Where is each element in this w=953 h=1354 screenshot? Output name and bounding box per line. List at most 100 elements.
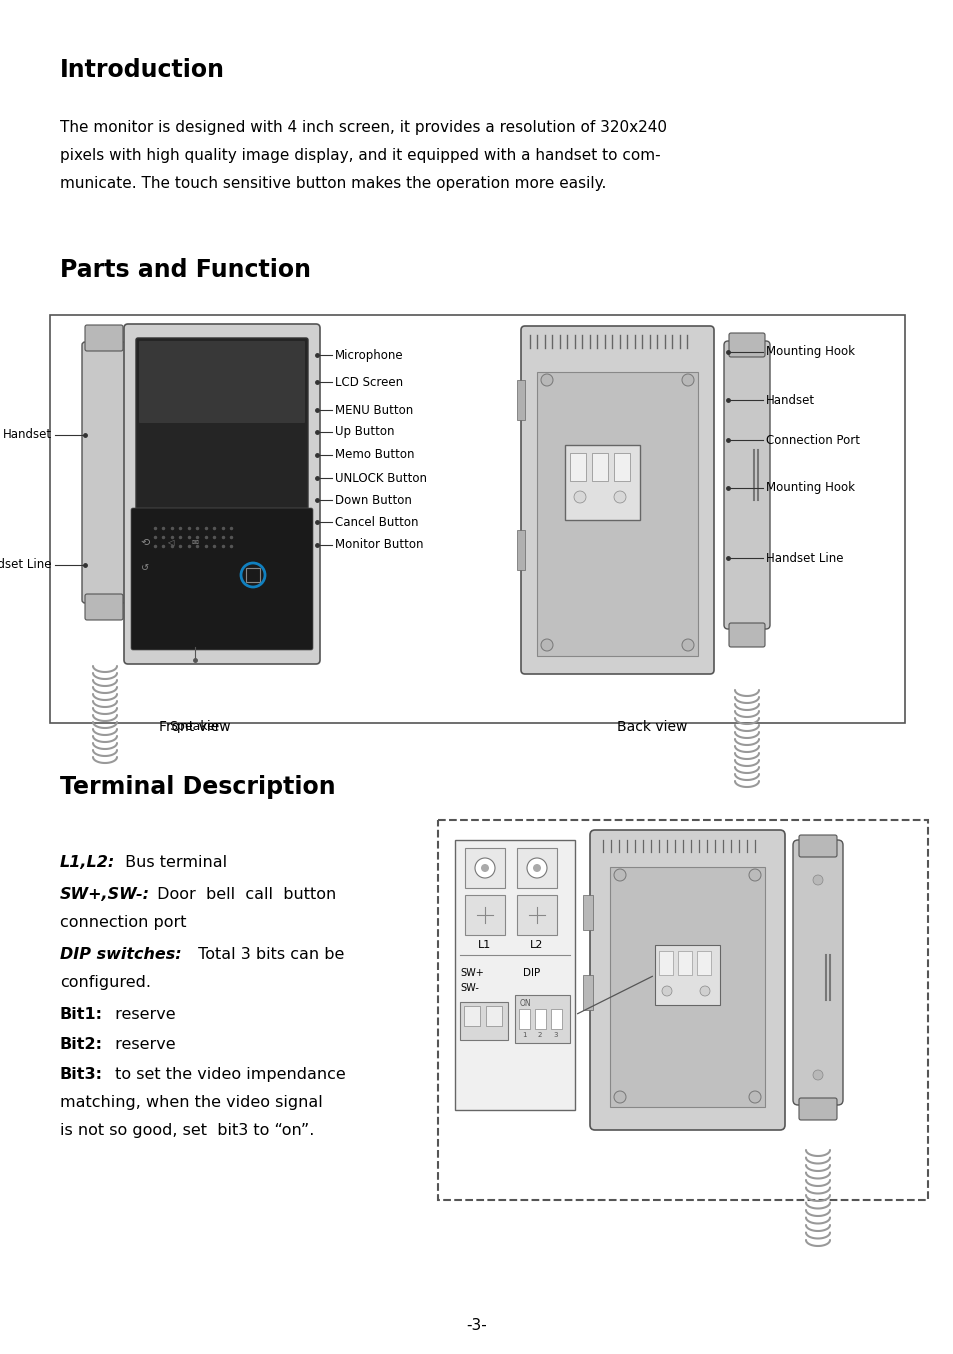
FancyBboxPatch shape bbox=[799, 835, 836, 857]
FancyBboxPatch shape bbox=[537, 372, 698, 655]
Text: to set the video impendance: to set the video impendance bbox=[110, 1067, 345, 1082]
Text: ON: ON bbox=[519, 999, 531, 1007]
Text: reserve: reserve bbox=[110, 1007, 175, 1022]
Circle shape bbox=[748, 1091, 760, 1104]
Text: Bit1:: Bit1: bbox=[60, 1007, 103, 1022]
Text: 3: 3 bbox=[553, 1032, 558, 1039]
Circle shape bbox=[480, 864, 489, 872]
Bar bbox=[517, 848, 557, 888]
Bar bbox=[515, 995, 569, 1043]
Bar bbox=[464, 848, 504, 888]
Bar bbox=[517, 380, 524, 420]
Text: 1: 1 bbox=[521, 1032, 526, 1039]
Text: Connection Port: Connection Port bbox=[765, 433, 859, 447]
Bar bbox=[582, 975, 593, 1010]
Text: pixels with high quality image display, and it equipped with a handset to com-: pixels with high quality image display, … bbox=[60, 148, 659, 162]
Bar bbox=[517, 895, 557, 936]
Text: Down Button: Down Button bbox=[335, 493, 412, 506]
FancyBboxPatch shape bbox=[520, 326, 713, 674]
Text: Handset Line: Handset Line bbox=[765, 551, 842, 565]
Text: is not so good, set  bit3 to “on”.: is not so good, set bit3 to “on”. bbox=[60, 1122, 314, 1137]
Text: DIP switches:: DIP switches: bbox=[60, 946, 181, 961]
Text: Mounting Hook: Mounting Hook bbox=[765, 345, 854, 359]
Text: ◁: ◁ bbox=[167, 539, 173, 547]
Text: 2: 2 bbox=[537, 1032, 541, 1039]
FancyBboxPatch shape bbox=[82, 343, 126, 603]
Circle shape bbox=[614, 1091, 625, 1104]
Circle shape bbox=[812, 1070, 822, 1080]
FancyBboxPatch shape bbox=[799, 1098, 836, 1120]
Circle shape bbox=[540, 639, 553, 651]
Text: Handset: Handset bbox=[765, 394, 814, 406]
Text: Door  bell  call  button: Door bell call button bbox=[152, 887, 335, 902]
FancyBboxPatch shape bbox=[592, 454, 607, 481]
FancyBboxPatch shape bbox=[723, 341, 769, 630]
Text: Bus terminal: Bus terminal bbox=[120, 854, 227, 871]
Text: reserve: reserve bbox=[110, 1037, 175, 1052]
Text: ⟲: ⟲ bbox=[140, 538, 150, 548]
Circle shape bbox=[526, 858, 546, 877]
Text: Mounting Hook: Mounting Hook bbox=[765, 482, 854, 494]
FancyBboxPatch shape bbox=[564, 445, 639, 520]
Text: The monitor is designed with 4 inch screen, it provides a resolution of 320x240: The monitor is designed with 4 inch scre… bbox=[60, 121, 666, 135]
FancyBboxPatch shape bbox=[139, 341, 305, 422]
Text: Handset: Handset bbox=[3, 428, 52, 441]
Bar bbox=[459, 1002, 507, 1040]
Circle shape bbox=[661, 986, 671, 997]
Bar bbox=[246, 567, 260, 582]
Text: Handset Line: Handset Line bbox=[0, 558, 52, 571]
Text: Microphone: Microphone bbox=[335, 348, 403, 362]
Text: SW-: SW- bbox=[459, 983, 478, 992]
Bar bbox=[678, 951, 691, 975]
Bar bbox=[655, 945, 720, 1005]
Text: municate. The touch sensitive button makes the operation more easily.: municate. The touch sensitive button mak… bbox=[60, 176, 606, 191]
FancyBboxPatch shape bbox=[589, 830, 784, 1131]
Text: Parts and Function: Parts and Function bbox=[60, 259, 311, 282]
Text: UNLOCK Button: UNLOCK Button bbox=[335, 471, 427, 485]
Text: Back view: Back view bbox=[617, 720, 687, 734]
Bar bbox=[518, 1009, 530, 1029]
Text: Total 3 bits can be: Total 3 bits can be bbox=[193, 946, 344, 961]
Text: ↺: ↺ bbox=[141, 563, 149, 573]
Bar bbox=[517, 529, 524, 570]
Bar bbox=[551, 1009, 561, 1029]
Circle shape bbox=[614, 492, 625, 502]
Text: Monitor Button: Monitor Button bbox=[335, 539, 423, 551]
Text: Terminal Description: Terminal Description bbox=[60, 774, 335, 799]
FancyBboxPatch shape bbox=[614, 454, 629, 481]
Text: SW+: SW+ bbox=[459, 968, 483, 978]
FancyBboxPatch shape bbox=[136, 338, 308, 510]
Circle shape bbox=[681, 639, 693, 651]
Text: L1: L1 bbox=[477, 940, 491, 951]
Text: DIP: DIP bbox=[522, 968, 539, 978]
FancyBboxPatch shape bbox=[792, 839, 842, 1105]
Bar bbox=[464, 895, 504, 936]
Bar bbox=[659, 951, 672, 975]
Text: Introduction: Introduction bbox=[60, 58, 225, 83]
Text: Speaker: Speaker bbox=[170, 720, 220, 733]
Bar bbox=[582, 895, 593, 930]
Circle shape bbox=[540, 374, 553, 386]
FancyBboxPatch shape bbox=[124, 324, 319, 663]
Bar bbox=[697, 951, 710, 975]
Bar bbox=[437, 821, 927, 1200]
Circle shape bbox=[748, 869, 760, 881]
Circle shape bbox=[700, 986, 709, 997]
Text: Bit2:: Bit2: bbox=[60, 1037, 103, 1052]
Text: ✉: ✉ bbox=[192, 539, 198, 547]
Bar bbox=[485, 1006, 501, 1026]
FancyBboxPatch shape bbox=[569, 454, 585, 481]
Circle shape bbox=[533, 864, 540, 872]
Text: -3-: -3- bbox=[466, 1317, 487, 1332]
Text: L2: L2 bbox=[530, 940, 543, 951]
Bar bbox=[50, 315, 904, 723]
Bar bbox=[463, 1006, 479, 1026]
Text: connection port: connection port bbox=[60, 915, 186, 930]
Text: Up Button: Up Button bbox=[335, 425, 395, 439]
Text: Cancel Button: Cancel Button bbox=[335, 516, 418, 528]
FancyBboxPatch shape bbox=[131, 508, 313, 650]
Text: configured.: configured. bbox=[60, 975, 151, 990]
Text: LCD Screen: LCD Screen bbox=[335, 375, 403, 389]
FancyBboxPatch shape bbox=[85, 325, 123, 351]
Circle shape bbox=[812, 875, 822, 886]
